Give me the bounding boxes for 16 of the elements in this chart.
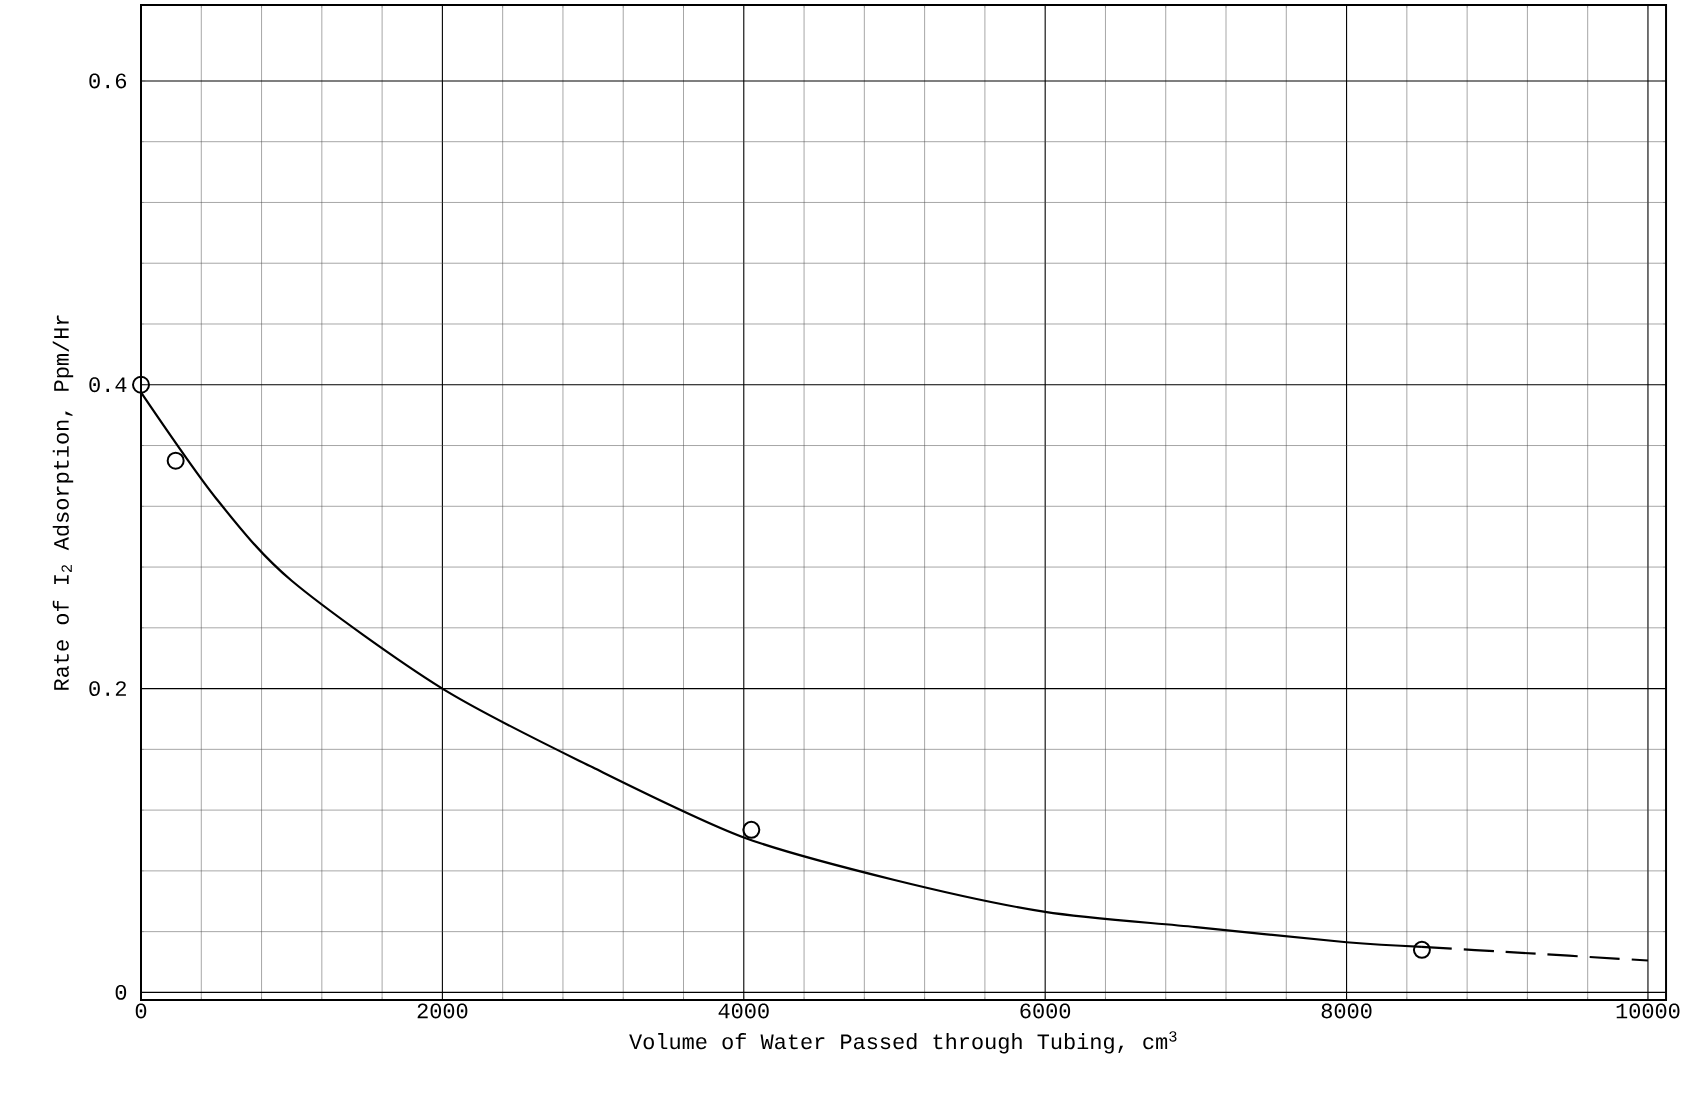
x-tick-label: 4000 — [718, 1003, 769, 1019]
x-axis-title: Volume of Water Passed through Tubing, cm$^{3}$ — [629, 1031, 1177, 1054]
point — [166, 451, 185, 470]
y-axis-title: Rate of I$_{2}$ Adsorption, Ppm/Hr — [52, 315, 74, 690]
x-tick-label: 8000 — [1321, 1003, 1372, 1019]
x-tick-label: 0 — [135, 1003, 147, 1019]
point — [132, 375, 150, 394]
y-tick-label: 0 — [115, 984, 127, 1000]
x-tick-label: 2000 — [417, 1003, 468, 1019]
point — [742, 820, 761, 839]
y-tick-label: 0.2 — [89, 681, 126, 697]
x-tick-label: 10000 — [1616, 1003, 1680, 1019]
point — [1412, 940, 1431, 959]
y-tick-label: 0.4 — [89, 377, 127, 393]
y-tick-label: 0.6 — [89, 73, 127, 89]
x-tick-label: 6000 — [1020, 1003, 1071, 1019]
